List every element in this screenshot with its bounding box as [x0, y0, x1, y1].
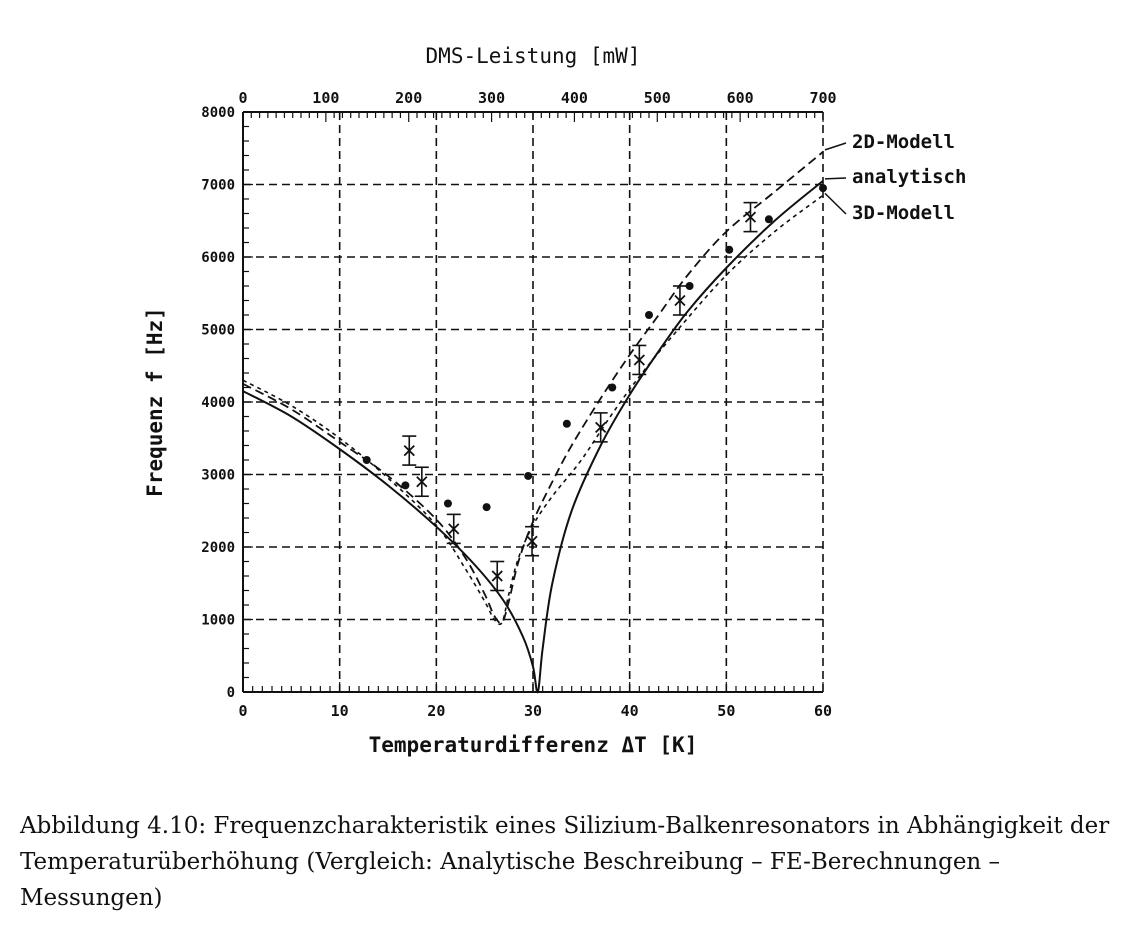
x-tick-label: 60 — [814, 702, 832, 720]
measurement-dot — [764, 215, 773, 224]
x-tick-label: 0 — [238, 702, 247, 720]
y-axis-title: Frequenz f [Hz] — [143, 307, 167, 497]
y-tick-label: 7000 — [201, 178, 235, 194]
x2-axis-title: DMS-Leistung [mW] — [426, 44, 641, 68]
measurement-cross-b — [448, 523, 460, 535]
series-line-2 — [242, 194, 824, 626]
series-line-0 — [242, 151, 824, 624]
legend-leader-1 — [824, 177, 847, 180]
measurement-dot — [819, 184, 827, 193]
x2-tick-label: 700 — [809, 89, 836, 107]
x2-tick-label: 200 — [395, 89, 422, 107]
frequency-chart: 0 10 20 30 40 50 600 100 200 300 400 500 600 70001000… — [143, 44, 966, 757]
legend-leader-0 — [824, 142, 847, 151]
measurement-cross-b — [416, 476, 428, 488]
x2-tick-label: 400 — [561, 89, 588, 107]
measurement-cross-b — [744, 211, 757, 223]
measurement-dot — [524, 471, 533, 480]
y-tick-label: 4000 — [201, 395, 235, 411]
measurement-dot — [645, 311, 653, 319]
measurement-dot — [725, 245, 734, 254]
x2-tick-label: 0 — [238, 89, 247, 107]
figure-caption: Abbildung 4.10: Frequenzcharakteristik e… — [20, 813, 1110, 911]
y-tick-label: 1000 — [201, 613, 235, 629]
measurement-dot — [608, 383, 617, 392]
y-tick-label: 0 — [227, 685, 235, 701]
x-tick-label: 30 — [524, 702, 542, 720]
measurement-dot — [562, 419, 571, 428]
x2-tick-label: 300 — [478, 89, 505, 107]
y-tick-label: 2000 — [201, 540, 235, 556]
x-tick-label: 40 — [621, 702, 639, 720]
measurement-cross-b — [633, 354, 645, 366]
x-tick-label: 10 — [331, 702, 349, 720]
measurement-cross-b — [674, 294, 686, 307]
legend-label-1: analytisch — [852, 166, 966, 188]
x-tick-label: 50 — [717, 702, 735, 720]
legend-label-2: 3D-Modell — [852, 202, 955, 224]
measurement-cross-b — [403, 444, 415, 457]
y-tick-label: 8000 — [201, 105, 235, 121]
y-tick-label: 3000 — [201, 468, 235, 484]
y-tick-label: 5000 — [201, 323, 235, 339]
measurement-dot — [443, 499, 452, 508]
x-tick-label: 20 — [427, 702, 445, 720]
y-tick-label: 6000 — [201, 250, 235, 266]
series-line-1 — [242, 180, 824, 694]
x2-tick-label: 500 — [644, 89, 671, 107]
measurement-dot — [482, 503, 491, 512]
measurement-dot — [685, 282, 694, 290]
legend-leader-2 — [824, 192, 847, 215]
measurement-dot — [401, 481, 410, 490]
measurement-dot — [362, 456, 371, 464]
x2-tick-label: 100 — [312, 89, 339, 107]
measurement-cross-b — [491, 570, 503, 582]
x2-tick-label: 600 — [727, 89, 754, 107]
x-axis-title: Temperaturdifferenz ΔT [K] — [369, 733, 698, 757]
measurement-cross-b — [526, 535, 538, 547]
legend-label-0: 2D-Modell — [852, 131, 955, 153]
measurement-cross-b — [595, 421, 607, 434]
